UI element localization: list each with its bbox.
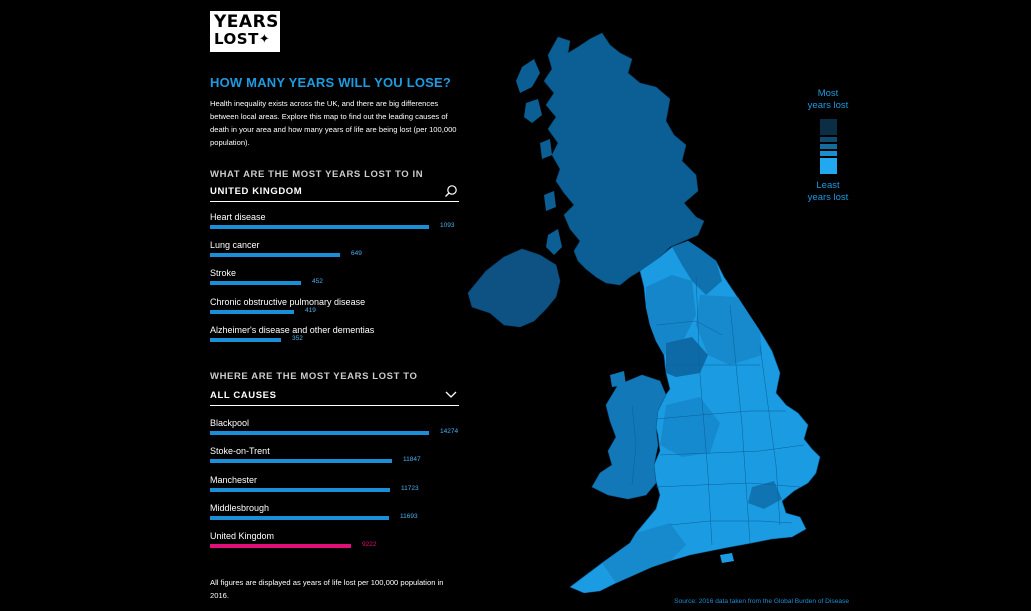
district-boundaries [631,274,805,546]
uk-map[interactable] [460,25,860,600]
bar-fill [210,337,281,342]
anglesey [610,371,626,387]
bar-value: 352 [292,334,303,342]
south-west-england [602,523,686,583]
northern-ireland-region[interactable] [467,248,561,328]
page-title: HOW MANY YEARS WILL YOU LOSE? [210,75,452,90]
north-east-england [672,241,722,295]
legend-swatch [819,119,837,135]
bar-row[interactable]: Heart disease 1093 [210,212,470,240]
bar-value: 649 [351,250,362,258]
bar-value: 11847 [403,456,421,464]
sparkle-icon: ✦ [258,32,271,47]
bar-row[interactable]: Alzheimer's disease and other dementias 3… [210,325,470,353]
search-icon[interactable] [444,184,458,198]
england-region[interactable] [569,240,821,594]
bar-value: 11723 [401,484,419,492]
legend-swatch [819,144,837,149]
source-credit: Source: 2016 data taken from the Global … [674,598,849,605]
bar-label: Alzheimer's disease and other dementias [210,324,375,335]
wales-region[interactable] [591,374,667,500]
scottish-island-2 [524,99,542,123]
west-midlands [660,397,720,457]
bar-row[interactable]: Stroke 452 [210,268,470,296]
years-lost-logo[interactable]: YEARS LOST✦ [210,11,280,52]
bar-fill [210,431,429,435]
bar-label: Middlesbrough [210,502,270,513]
bar-value: 1093 [440,222,455,229]
cause-dropdown[interactable]: ALL CAUSES [210,390,459,406]
footnote: All figures are displayed as years of li… [210,578,444,600]
bar-row[interactable]: Middlesbrough 11693 [210,503,470,531]
bar-row[interactable]: Chronic obstructive pulmonary disease 419 [210,297,470,325]
bar-row[interactable]: Stoke-on-Trent 11847 [210,446,470,474]
bar-value: 14274 [440,428,459,435]
bar-fill [210,459,392,464]
bar-value: 452 [312,278,323,286]
bar-fill [210,225,429,229]
bar-label: Stroke [210,268,237,279]
greater-manchester [666,337,708,377]
bar-label: Manchester [210,474,258,485]
scottish-island-1 [516,59,540,93]
logo-line2: LOST✦ [214,31,276,48]
scottish-island-3 [540,139,552,159]
legend-swatch [819,137,837,142]
bar-label: Lung cancer [210,240,260,251]
bar-label: Stoke-on-Trent [210,446,270,457]
legend-swatches [819,119,837,174]
intro-text: Health inequality exists across the UK, … [210,99,457,147]
bar-label: Chronic obstructive pulmonary disease [210,296,366,307]
logo-lost-text: LOST [214,30,259,48]
bar-label: United Kingdom [210,531,275,542]
bar-row[interactable]: Blackpool 14274 [210,418,470,446]
bar-label: Heart disease [210,212,266,222]
isle-of-wight [720,553,734,563]
map-legend: Most years lost Least years lost [800,88,856,204]
chevron-down-icon[interactable] [444,388,458,402]
section-causes-title: WHAT ARE THE MOST YEARS LOST TO IN [210,169,424,180]
bar-fill [210,544,351,549]
bar-label: Blackpool [210,418,250,428]
bar-row[interactable]: United Kingdom 9222 [210,531,470,559]
cause-dropdown-value: ALL CAUSES [210,390,277,401]
scotland-region[interactable] [516,32,705,286]
bar-row[interactable]: Lung cancer 649 [210,240,470,268]
bar-value: 11693 [400,512,418,520]
legend-swatch [819,151,837,156]
bar-value: 9222 [362,541,377,549]
legend-most-label: Most years lost [807,88,849,111]
bar-fill [210,487,390,492]
section-areas-title: WHERE ARE THE MOST YEARS LOST TO [210,371,418,382]
london-area [748,481,782,509]
location-search-input[interactable]: UNITED KINGDOM [210,184,459,202]
bar-value: 419 [305,306,316,314]
north-west-england [646,275,696,355]
bar-fill [210,309,294,314]
scottish-island-5 [546,229,562,255]
scottish-island-4 [544,191,556,211]
location-search-value: UNITED KINGDOM [210,186,303,197]
bar-fill [210,253,340,258]
legend-swatch [819,158,837,174]
legend-least-label: Least years lost [807,180,849,203]
bar-fill [210,281,301,286]
logo-line1: YEARS [214,12,279,32]
yorkshire [696,295,762,365]
bar-row[interactable]: Manchester 11723 [210,475,470,503]
bar-fill [210,515,389,520]
